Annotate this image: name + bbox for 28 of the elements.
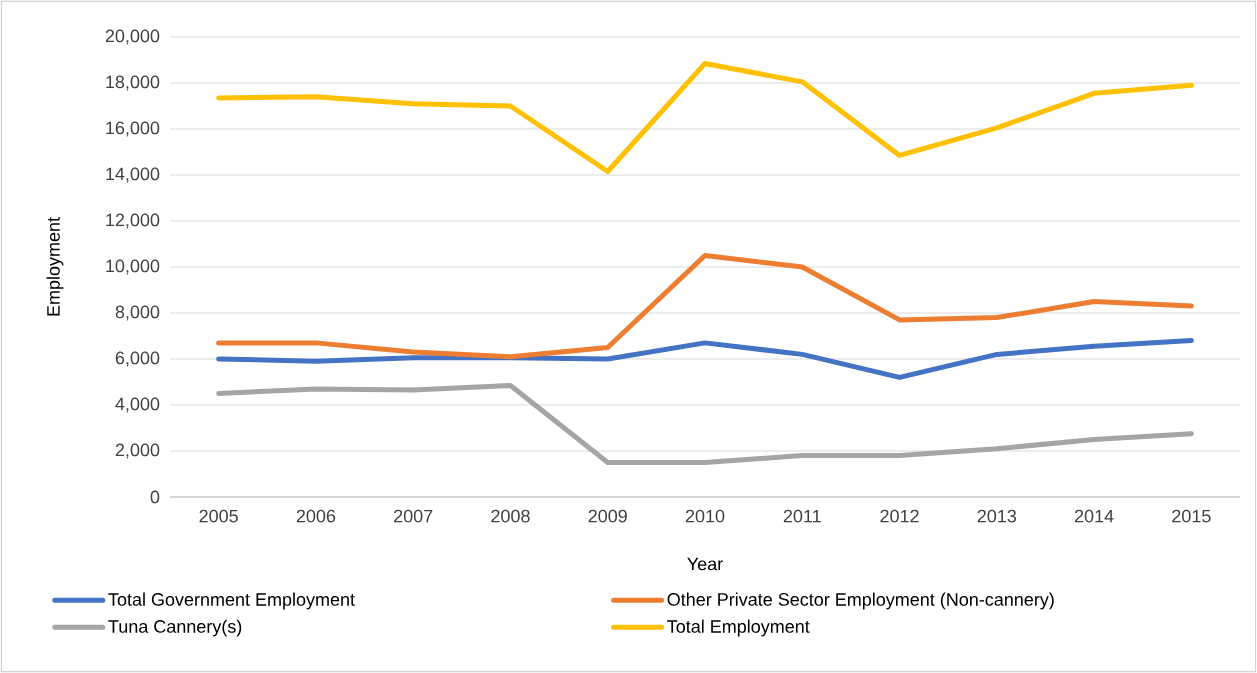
legend-label: Other Private Sector Employment (Non-cannery) bbox=[667, 592, 1054, 610]
legend-label: Total Government Employment bbox=[108, 592, 355, 610]
x-tick-label: 2011 bbox=[783, 509, 821, 523]
y-tick-label: 12,000 bbox=[106, 213, 160, 229]
x-tick-label: 2014 bbox=[1074, 509, 1114, 523]
y-tick-label: 14,000 bbox=[106, 167, 160, 183]
y-tick-label: 16,000 bbox=[106, 121, 160, 137]
y-tick-label: 18,000 bbox=[106, 75, 160, 91]
y-tick-label: 20,000 bbox=[105, 29, 160, 45]
x-tick-label: 2015 bbox=[1172, 509, 1211, 523]
legend-label: Total Employment bbox=[667, 619, 810, 637]
y-tick-label: 0 bbox=[150, 490, 160, 504]
y-tick-label: 6,000 bbox=[115, 351, 160, 367]
x-tick-label: 2006 bbox=[296, 509, 336, 523]
y-tick-label: 10,000 bbox=[106, 259, 160, 275]
x-tick-label: 2008 bbox=[491, 509, 530, 523]
y-tick-label: 8,000 bbox=[115, 305, 160, 321]
x-tick-label: 2013 bbox=[977, 509, 1017, 523]
x-axis-title: Year bbox=[687, 557, 723, 571]
x-tick-label: 2010 bbox=[685, 509, 725, 523]
y-tick-label: 4,000 bbox=[115, 397, 160, 413]
x-tick-label: 2005 bbox=[199, 509, 238, 523]
x-tick-label: 2012 bbox=[880, 509, 919, 523]
x-tick-label: 2009 bbox=[588, 509, 627, 523]
y-axis-title: Employment bbox=[46, 217, 64, 316]
y-tick-label: 2,000 bbox=[115, 443, 160, 459]
legend-label: Tuna Cannery(s) bbox=[108, 619, 242, 637]
x-tick-label: 2007 bbox=[394, 509, 433, 523]
